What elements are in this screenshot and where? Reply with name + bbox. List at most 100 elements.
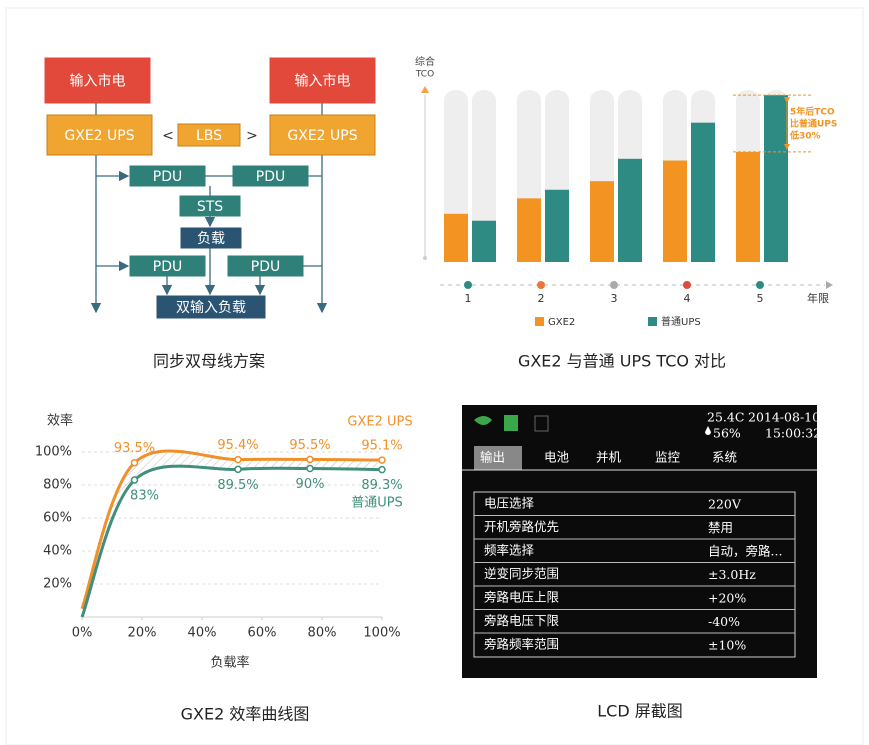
tab: 并机 — [596, 450, 622, 465]
lbs-arrow: > — [246, 128, 258, 144]
row-value: 220V — [708, 497, 742, 512]
humidity: 56% — [713, 426, 741, 441]
y-axis-label: 效率 — [47, 413, 73, 429]
node-box — [232, 165, 309, 187]
row-value: 自动，旁路... — [708, 544, 782, 559]
tab: 输出 — [480, 450, 505, 465]
y-tick-label: 60% — [43, 511, 72, 526]
x-axis-label: 负载率 — [210, 655, 249, 671]
y-tick-label: 40% — [43, 544, 72, 559]
bar-background — [472, 90, 496, 262]
row-value: 禁用 — [708, 520, 733, 535]
x-dot — [610, 281, 618, 289]
row-label: 频率选择 — [484, 543, 535, 558]
row-label: 旁路电压下限 — [484, 613, 560, 628]
x-dot — [756, 281, 764, 289]
point — [234, 455, 242, 464]
axis-arrow — [826, 281, 833, 289]
point — [378, 465, 386, 474]
point — [130, 458, 139, 467]
node-box — [227, 255, 304, 277]
node-box — [269, 57, 376, 104]
bar — [736, 151, 760, 262]
tab: 电池 — [544, 450, 570, 465]
axis-origin — [423, 256, 427, 260]
node-label: PDU — [251, 259, 280, 275]
point — [130, 476, 139, 484]
node-label: PDU — [153, 259, 182, 275]
node-label: LBS — [196, 128, 222, 144]
caption: LCD 屏截图 — [597, 702, 683, 721]
hatch-area — [82, 450, 382, 617]
node-box — [129, 165, 206, 187]
temperature: 25.4C — [707, 410, 744, 425]
x-tick-label: 20% — [128, 626, 157, 641]
caption: 同步双母线方案 — [153, 352, 265, 371]
node-box — [156, 295, 266, 319]
bar — [590, 181, 614, 262]
x-tick-label: 2 — [538, 292, 545, 305]
data-label: 95.1% — [361, 439, 402, 454]
data-label: 89.5% — [217, 478, 258, 493]
annotation: 低30% — [789, 130, 821, 142]
node-box — [269, 114, 376, 156]
data-label: 90% — [296, 477, 325, 492]
legend-swatch — [648, 317, 657, 326]
node-box — [44, 57, 151, 104]
connectors — [90, 103, 328, 314]
x-axis-label: 年限 — [807, 291, 829, 305]
tab: 监控 — [655, 450, 681, 465]
bar — [472, 220, 496, 262]
x-dot — [537, 281, 545, 289]
node-label: PDU — [153, 169, 182, 185]
row-value: ±10% — [708, 638, 746, 653]
time: 15:00:32 — [765, 426, 821, 441]
node-box — [129, 255, 206, 277]
node-label: PDU — [256, 169, 285, 185]
x-tick-label: 0% — [72, 626, 93, 641]
row-label: 开机旁路优先 — [484, 519, 559, 534]
bar — [545, 189, 569, 262]
row-label: 旁路电压上限 — [484, 590, 560, 605]
caption: GXE2 与普通 UPS TCO 对比 — [518, 352, 726, 371]
x-tick-label: 80% — [308, 626, 337, 641]
row-value: -40% — [708, 614, 740, 629]
tab: 系统 — [712, 450, 737, 465]
x-tick-label: 60% — [248, 626, 277, 641]
series-label: GXE2 UPS — [347, 415, 412, 430]
bar — [618, 158, 642, 262]
node-label: 输入市电 — [295, 73, 351, 90]
node-label: STS — [197, 199, 223, 215]
date: 2014-08-10 — [748, 410, 820, 425]
line — [80, 449, 383, 610]
x-tick-label: 1 — [465, 292, 472, 305]
bar — [444, 213, 468, 262]
data-label: 95.5% — [289, 438, 330, 453]
row-value: +20% — [708, 591, 746, 606]
row-value: ±3.0Hz — [708, 567, 756, 582]
node-label: 负载 — [197, 231, 225, 247]
point — [306, 455, 314, 464]
x-tick-label: 5 — [757, 292, 764, 305]
node-box — [180, 227, 242, 249]
axis-arrow — [421, 86, 429, 93]
y-tick-label: 20% — [43, 577, 72, 592]
data-label: 83% — [130, 489, 159, 504]
y-axis-label: TCO — [415, 70, 434, 80]
legend-label: GXE2 — [548, 317, 575, 328]
legend-swatch — [535, 317, 544, 326]
node-label: 双输入负载 — [176, 300, 246, 316]
x-tick-label: 40% — [188, 626, 217, 641]
x-dot — [464, 281, 472, 289]
line — [80, 464, 383, 618]
x-tick-label: 100% — [363, 626, 400, 641]
row-label: 逆变同步范围 — [484, 566, 559, 581]
point — [234, 465, 242, 474]
lcd-screen: 25.4C 2014-08-10 56% 15:00:32 输出 电池 并机 监控 系统电压选择… — [462, 405, 821, 678]
data-label: 89.3% — [361, 478, 402, 493]
bar — [517, 198, 541, 262]
legend-label: 普通UPS — [661, 315, 701, 328]
node-label: GXE2 UPS — [287, 128, 357, 144]
row-label: 电压选择 — [484, 496, 535, 511]
